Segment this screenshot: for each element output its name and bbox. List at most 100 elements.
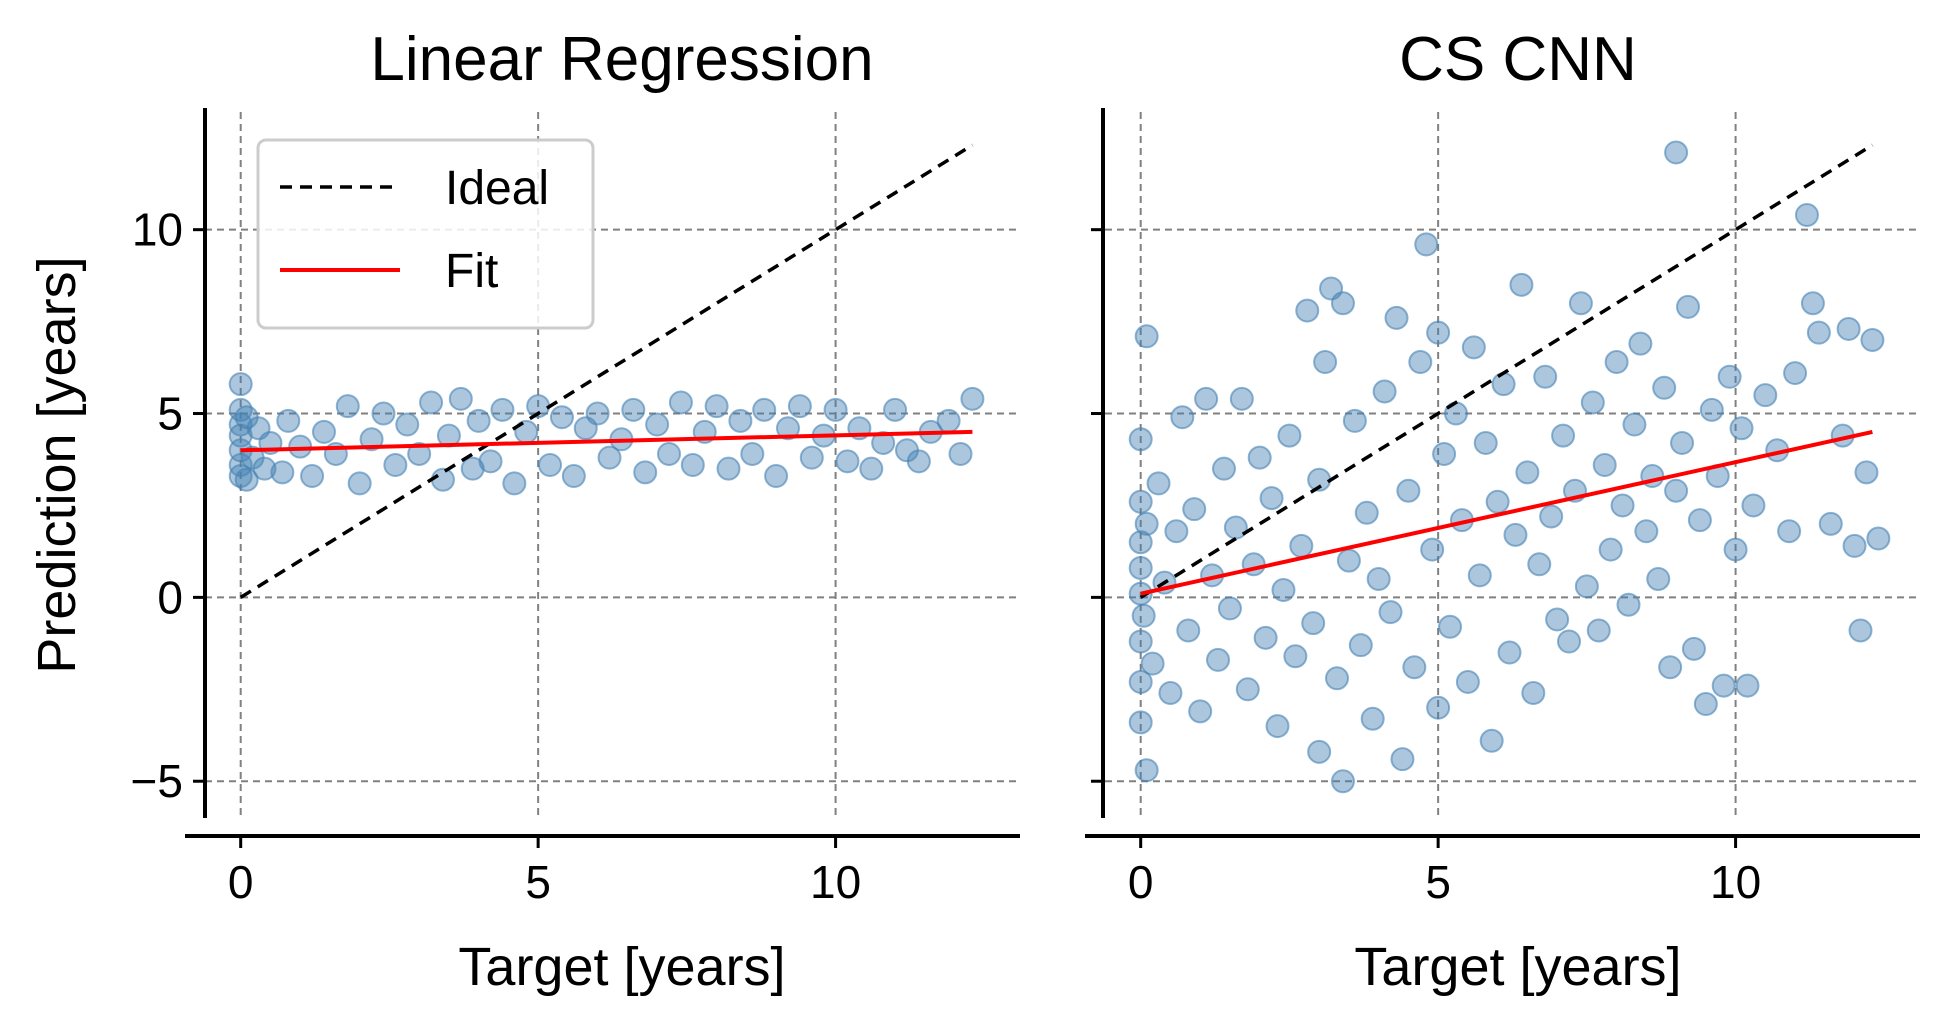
scatter-point — [1330, 291, 1355, 316]
scatter-point — [1414, 232, 1439, 257]
scatter-point — [1860, 327, 1885, 352]
fit-line — [1140, 429, 1873, 596]
scatter-point — [1194, 386, 1219, 411]
x-tick-label: 0 — [1128, 856, 1154, 908]
scatter-point — [948, 441, 973, 466]
scatter-point — [1336, 548, 1361, 573]
scatter-point — [1473, 430, 1498, 455]
scatter-point — [347, 471, 372, 496]
scatter-point — [1723, 537, 1748, 562]
scatter-point — [1455, 669, 1480, 694]
scatter-point — [234, 467, 259, 492]
scatter-point — [371, 401, 396, 426]
scatter-point — [1378, 600, 1403, 625]
scatter-point — [1800, 291, 1825, 316]
scatter-point — [1438, 614, 1463, 639]
scatter-point — [1586, 618, 1611, 643]
scatter-point — [585, 401, 610, 426]
scatter-point — [419, 390, 444, 415]
scatter-point — [1140, 651, 1165, 676]
scatter-point — [561, 464, 586, 489]
scatter-point — [1794, 202, 1819, 227]
scatter-point — [740, 441, 765, 466]
scatter-point — [1622, 412, 1647, 437]
x-tick-label: 5 — [525, 856, 551, 908]
scatter-point — [621, 397, 646, 422]
scatter-point — [1741, 493, 1766, 518]
scatter-point — [1681, 636, 1706, 661]
scatter-point — [1545, 607, 1570, 632]
scatter-point — [1253, 625, 1278, 650]
scatter-point — [490, 397, 515, 422]
y-axis-label: Prediction [years] — [27, 256, 87, 673]
y-tick-label: 5 — [157, 388, 183, 440]
scatter-point — [228, 453, 253, 477]
scatter-point — [1271, 578, 1296, 603]
scatter-point — [1539, 504, 1564, 529]
scatter-point — [1265, 714, 1290, 739]
scatter-point — [1420, 537, 1445, 562]
scatter-point — [1402, 655, 1427, 680]
scatter-point — [645, 412, 670, 437]
scatter-point — [1699, 397, 1724, 422]
scatter-point — [1164, 519, 1189, 544]
scatter-point — [1313, 350, 1338, 375]
chart-title: Linear Regression — [370, 25, 873, 94]
scatter-point — [1735, 673, 1760, 698]
scatter-point — [799, 445, 824, 470]
scatter-point — [1818, 511, 1843, 536]
scatter-point — [1783, 361, 1808, 386]
scatter-point — [1289, 533, 1314, 558]
scatter-point — [1247, 445, 1272, 470]
x-tick-label: 10 — [1710, 856, 1761, 908]
scatter-point — [1616, 592, 1641, 617]
x-tick-label: 5 — [1425, 856, 1451, 908]
x-axis-label: Target [years] — [458, 937, 785, 997]
scatter-point — [871, 430, 896, 455]
scatter-point — [1432, 441, 1457, 466]
scatter-point — [716, 456, 741, 481]
scatter-point — [1390, 747, 1415, 772]
scatter-point — [1717, 364, 1742, 389]
scatter-point — [1485, 489, 1510, 514]
legend-fit-label: Fit — [445, 245, 498, 298]
chart-title: CS CNN — [1399, 25, 1637, 94]
scatter-point — [1128, 710, 1153, 735]
scatter-point — [1658, 655, 1683, 680]
scatter-point — [1342, 408, 1367, 433]
scatter-point — [1295, 298, 1320, 323]
scatter-point — [1664, 140, 1689, 165]
y-tick-label: 10 — [132, 204, 183, 256]
scatter-point — [1854, 460, 1879, 485]
x-axis-label: Target [years] — [1354, 937, 1681, 997]
scatter-point — [1491, 372, 1516, 397]
scatter-point — [1848, 618, 1873, 643]
scatter-point — [1634, 519, 1659, 544]
scatter-point — [1503, 522, 1528, 547]
scatter-point — [1128, 629, 1153, 654]
scatter-point — [1206, 647, 1231, 672]
scatter-point — [883, 397, 908, 422]
scatter-point — [1610, 493, 1635, 518]
scatter-point — [1176, 618, 1201, 643]
scatter-point — [538, 453, 563, 477]
scatter-point — [1670, 430, 1695, 455]
ideal-line — [239, 143, 974, 599]
scatter-point — [1307, 739, 1332, 764]
scatter-point — [775, 416, 800, 441]
scatter-point — [1158, 680, 1183, 705]
y-tick-label: 0 — [157, 571, 183, 623]
scatter-point — [1301, 611, 1326, 636]
scatter-point — [668, 390, 693, 415]
scatter-point — [1568, 291, 1593, 316]
scatter-point — [1574, 574, 1599, 599]
scatter-point — [859, 456, 884, 481]
scatter-point — [1842, 533, 1867, 558]
scatter-point — [1598, 537, 1623, 562]
panel-linear-regression: Linear Regression Prediction [years] Tar… — [27, 25, 1020, 997]
scatter-point — [466, 408, 491, 433]
plot-area — [205, 112, 1020, 818]
scatter-point — [1711, 673, 1736, 698]
scatter-point — [1146, 471, 1171, 496]
scatter-point — [1325, 666, 1350, 691]
